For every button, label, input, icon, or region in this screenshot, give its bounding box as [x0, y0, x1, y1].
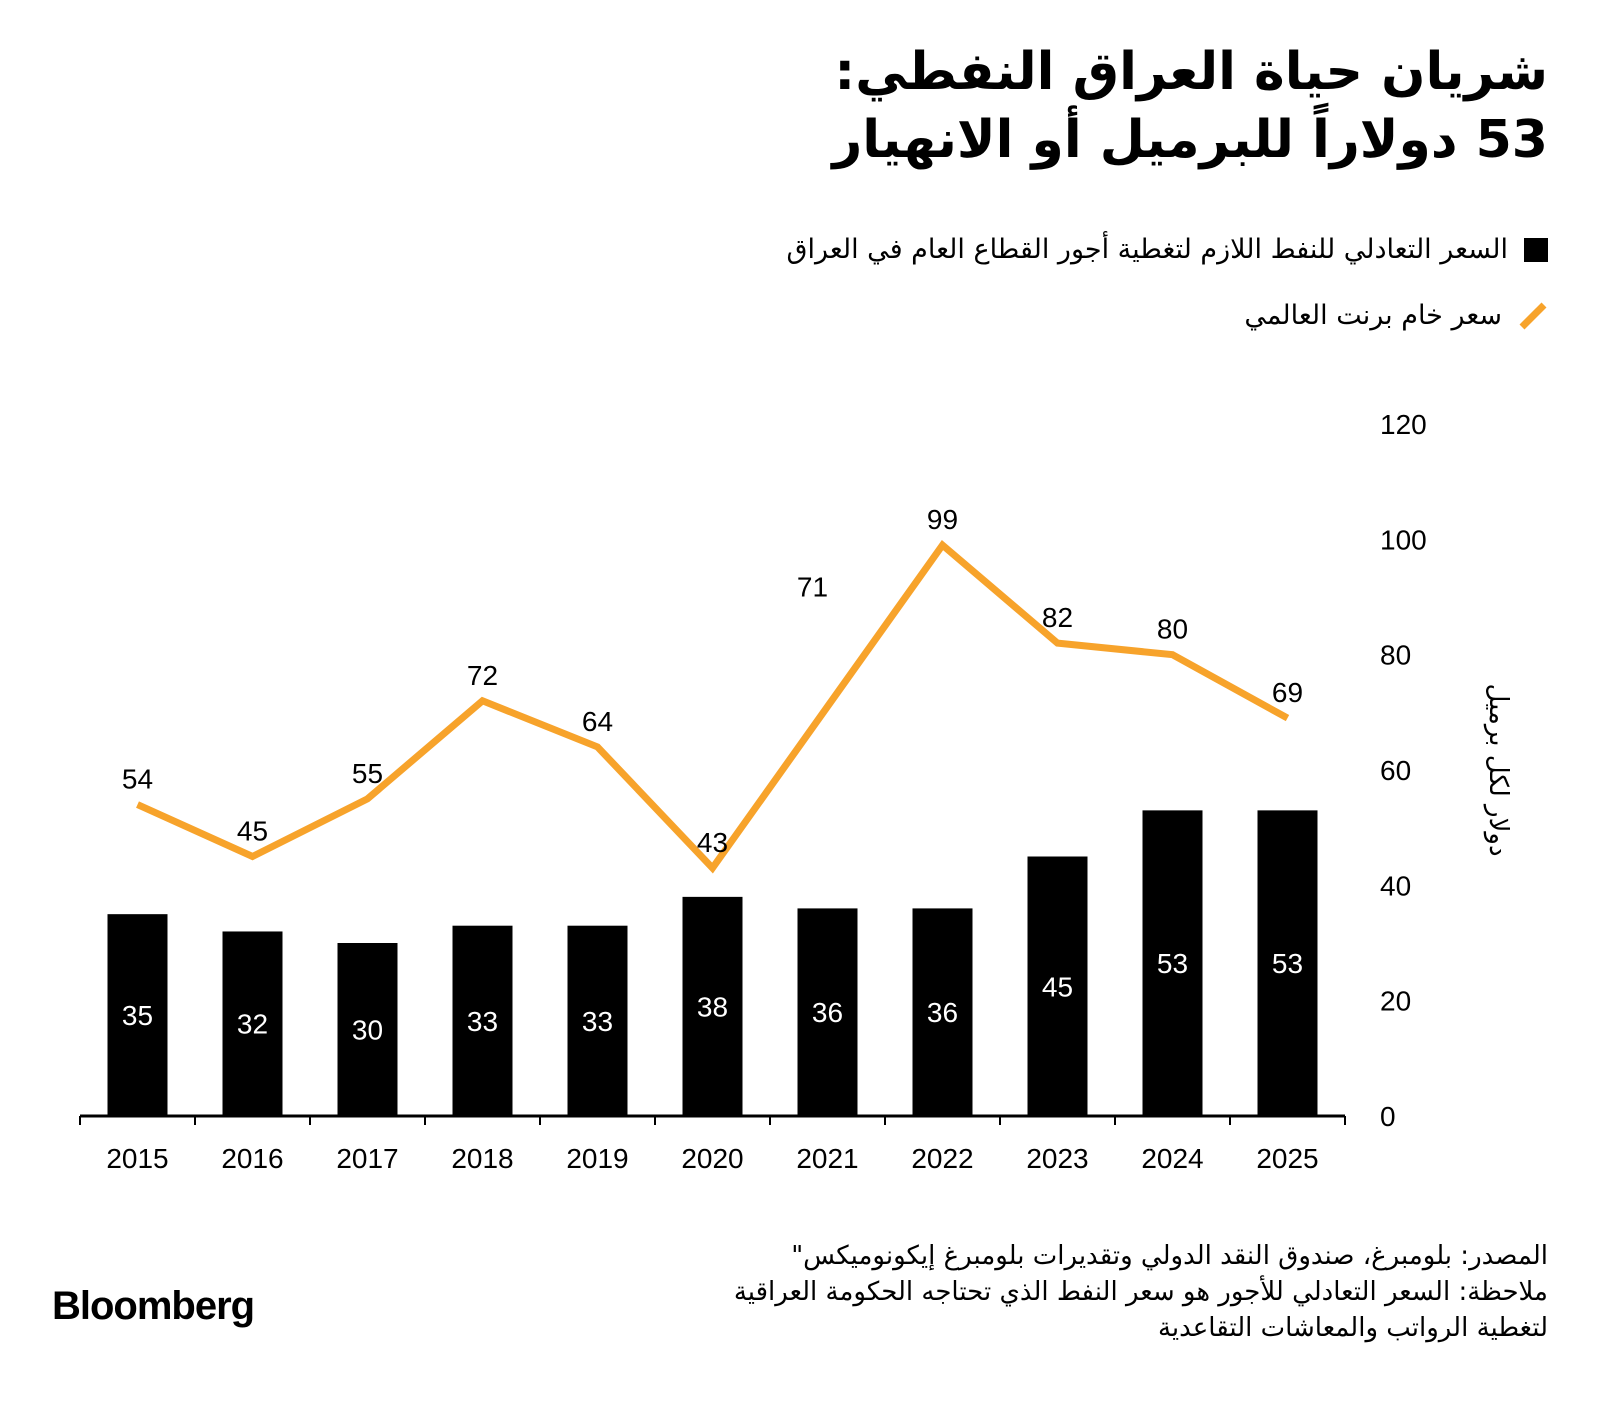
y-axis-label: دولار لكل برميل — [1483, 683, 1513, 856]
legend-label-bar: السعر التعادلي للنفط اللازم لتغطية أجور … — [786, 234, 1509, 265]
x-tick-label: 2023 — [1026, 1143, 1088, 1174]
x-tick-label: 2025 — [1256, 1143, 1318, 1174]
bar — [107, 914, 168, 1116]
y-tick-label: 40 — [1380, 870, 1411, 901]
line-value-label: 99 — [927, 504, 958, 535]
note-text-1: ملاحظة: السعر التعادلي للأجور هو سعر الن… — [733, 1277, 1548, 1307]
line-value-label: 72 — [467, 660, 498, 691]
legend-label-line: سعر خام برنت العالمي — [1244, 300, 1502, 331]
x-tick-label: 2024 — [1141, 1143, 1203, 1174]
line-value-label: 69 — [1272, 677, 1303, 708]
line-value-label: 54 — [122, 764, 153, 795]
bar — [912, 908, 973, 1116]
bar-value-label: 32 — [237, 1009, 268, 1040]
line-value-label: 82 — [1042, 602, 1073, 633]
line-series — [136, 539, 1290, 874]
x-tick-label: 2022 — [911, 1143, 973, 1174]
bar — [797, 908, 858, 1116]
y-tick-label: 100 — [1380, 524, 1427, 555]
legend-item-bar: السعر التعادلي للنفط اللازم لتغطية أجور … — [786, 234, 1548, 265]
y-tick-label: 60 — [1380, 755, 1411, 786]
note-text-2: لتغطية الرواتب والمعاشات التقاعدية — [1157, 1313, 1548, 1343]
bar-value-label: 53 — [1272, 948, 1303, 979]
bar-value-label: 33 — [467, 1006, 498, 1037]
bar-value-label: 30 — [352, 1015, 383, 1046]
bar — [1142, 810, 1203, 1116]
y-tick-label: 0 — [1380, 1101, 1396, 1132]
bar — [1027, 856, 1088, 1116]
bar — [567, 925, 628, 1116]
line-value-label: 43 — [697, 827, 728, 858]
title-line-2: 53 دولاراً للبرميل أو الانهيار — [832, 110, 1548, 170]
y-tick-label: 20 — [1380, 986, 1411, 1017]
bar-value-label: 36 — [927, 997, 958, 1028]
y-tick-label: 80 — [1380, 640, 1411, 671]
legend-item-line: سعر خام برنت العالمي — [1244, 300, 1548, 331]
y-tick-label: 120 — [1380, 409, 1427, 440]
bar — [337, 943, 398, 1116]
bar — [452, 925, 513, 1116]
x-tick-label: 2019 — [566, 1143, 628, 1174]
line-value-label: 64 — [582, 706, 613, 737]
bar-value-label: 36 — [812, 997, 843, 1028]
legend-swatch-bar — [1524, 237, 1548, 262]
x-tick-label: 2017 — [336, 1143, 398, 1174]
bar — [1257, 810, 1318, 1116]
bar — [222, 931, 283, 1116]
line-value-label: 45 — [237, 816, 268, 847]
x-tick-label: 2021 — [796, 1143, 858, 1174]
title-line-1: شريان حياة العراق النفطي: — [834, 42, 1548, 102]
line-value-label: 55 — [352, 758, 383, 789]
bar-value-label: 35 — [122, 1000, 153, 1031]
legend-swatch-line — [1519, 302, 1547, 329]
x-tick-label: 2016 — [221, 1143, 283, 1174]
bar-value-label: 38 — [697, 991, 728, 1022]
line-value-label: 80 — [1157, 614, 1188, 645]
source-text: المصدر: بلومبرغ، صندوق النقد الدولي وتقد… — [791, 1241, 1548, 1271]
x-tick-label: 2018 — [451, 1143, 513, 1174]
bloomberg-logo: Bloomberg — [52, 1284, 255, 1328]
bar-value-label: 53 — [1157, 948, 1188, 979]
bar-value-label: 45 — [1042, 971, 1073, 1002]
chart-title: شريان حياة العراق النفطي: 53 دولاراً للب… — [448, 38, 1548, 174]
bar — [682, 896, 743, 1116]
line-value-label: 71 — [797, 572, 828, 603]
bar-value-label: 33 — [582, 1006, 613, 1037]
x-tick-label: 2015 — [106, 1143, 168, 1174]
footer: المصدر: بلومبرغ، صندوق النقد الدولي وتقد… — [548, 1238, 1548, 1346]
x-tick-label: 2020 — [681, 1143, 743, 1174]
